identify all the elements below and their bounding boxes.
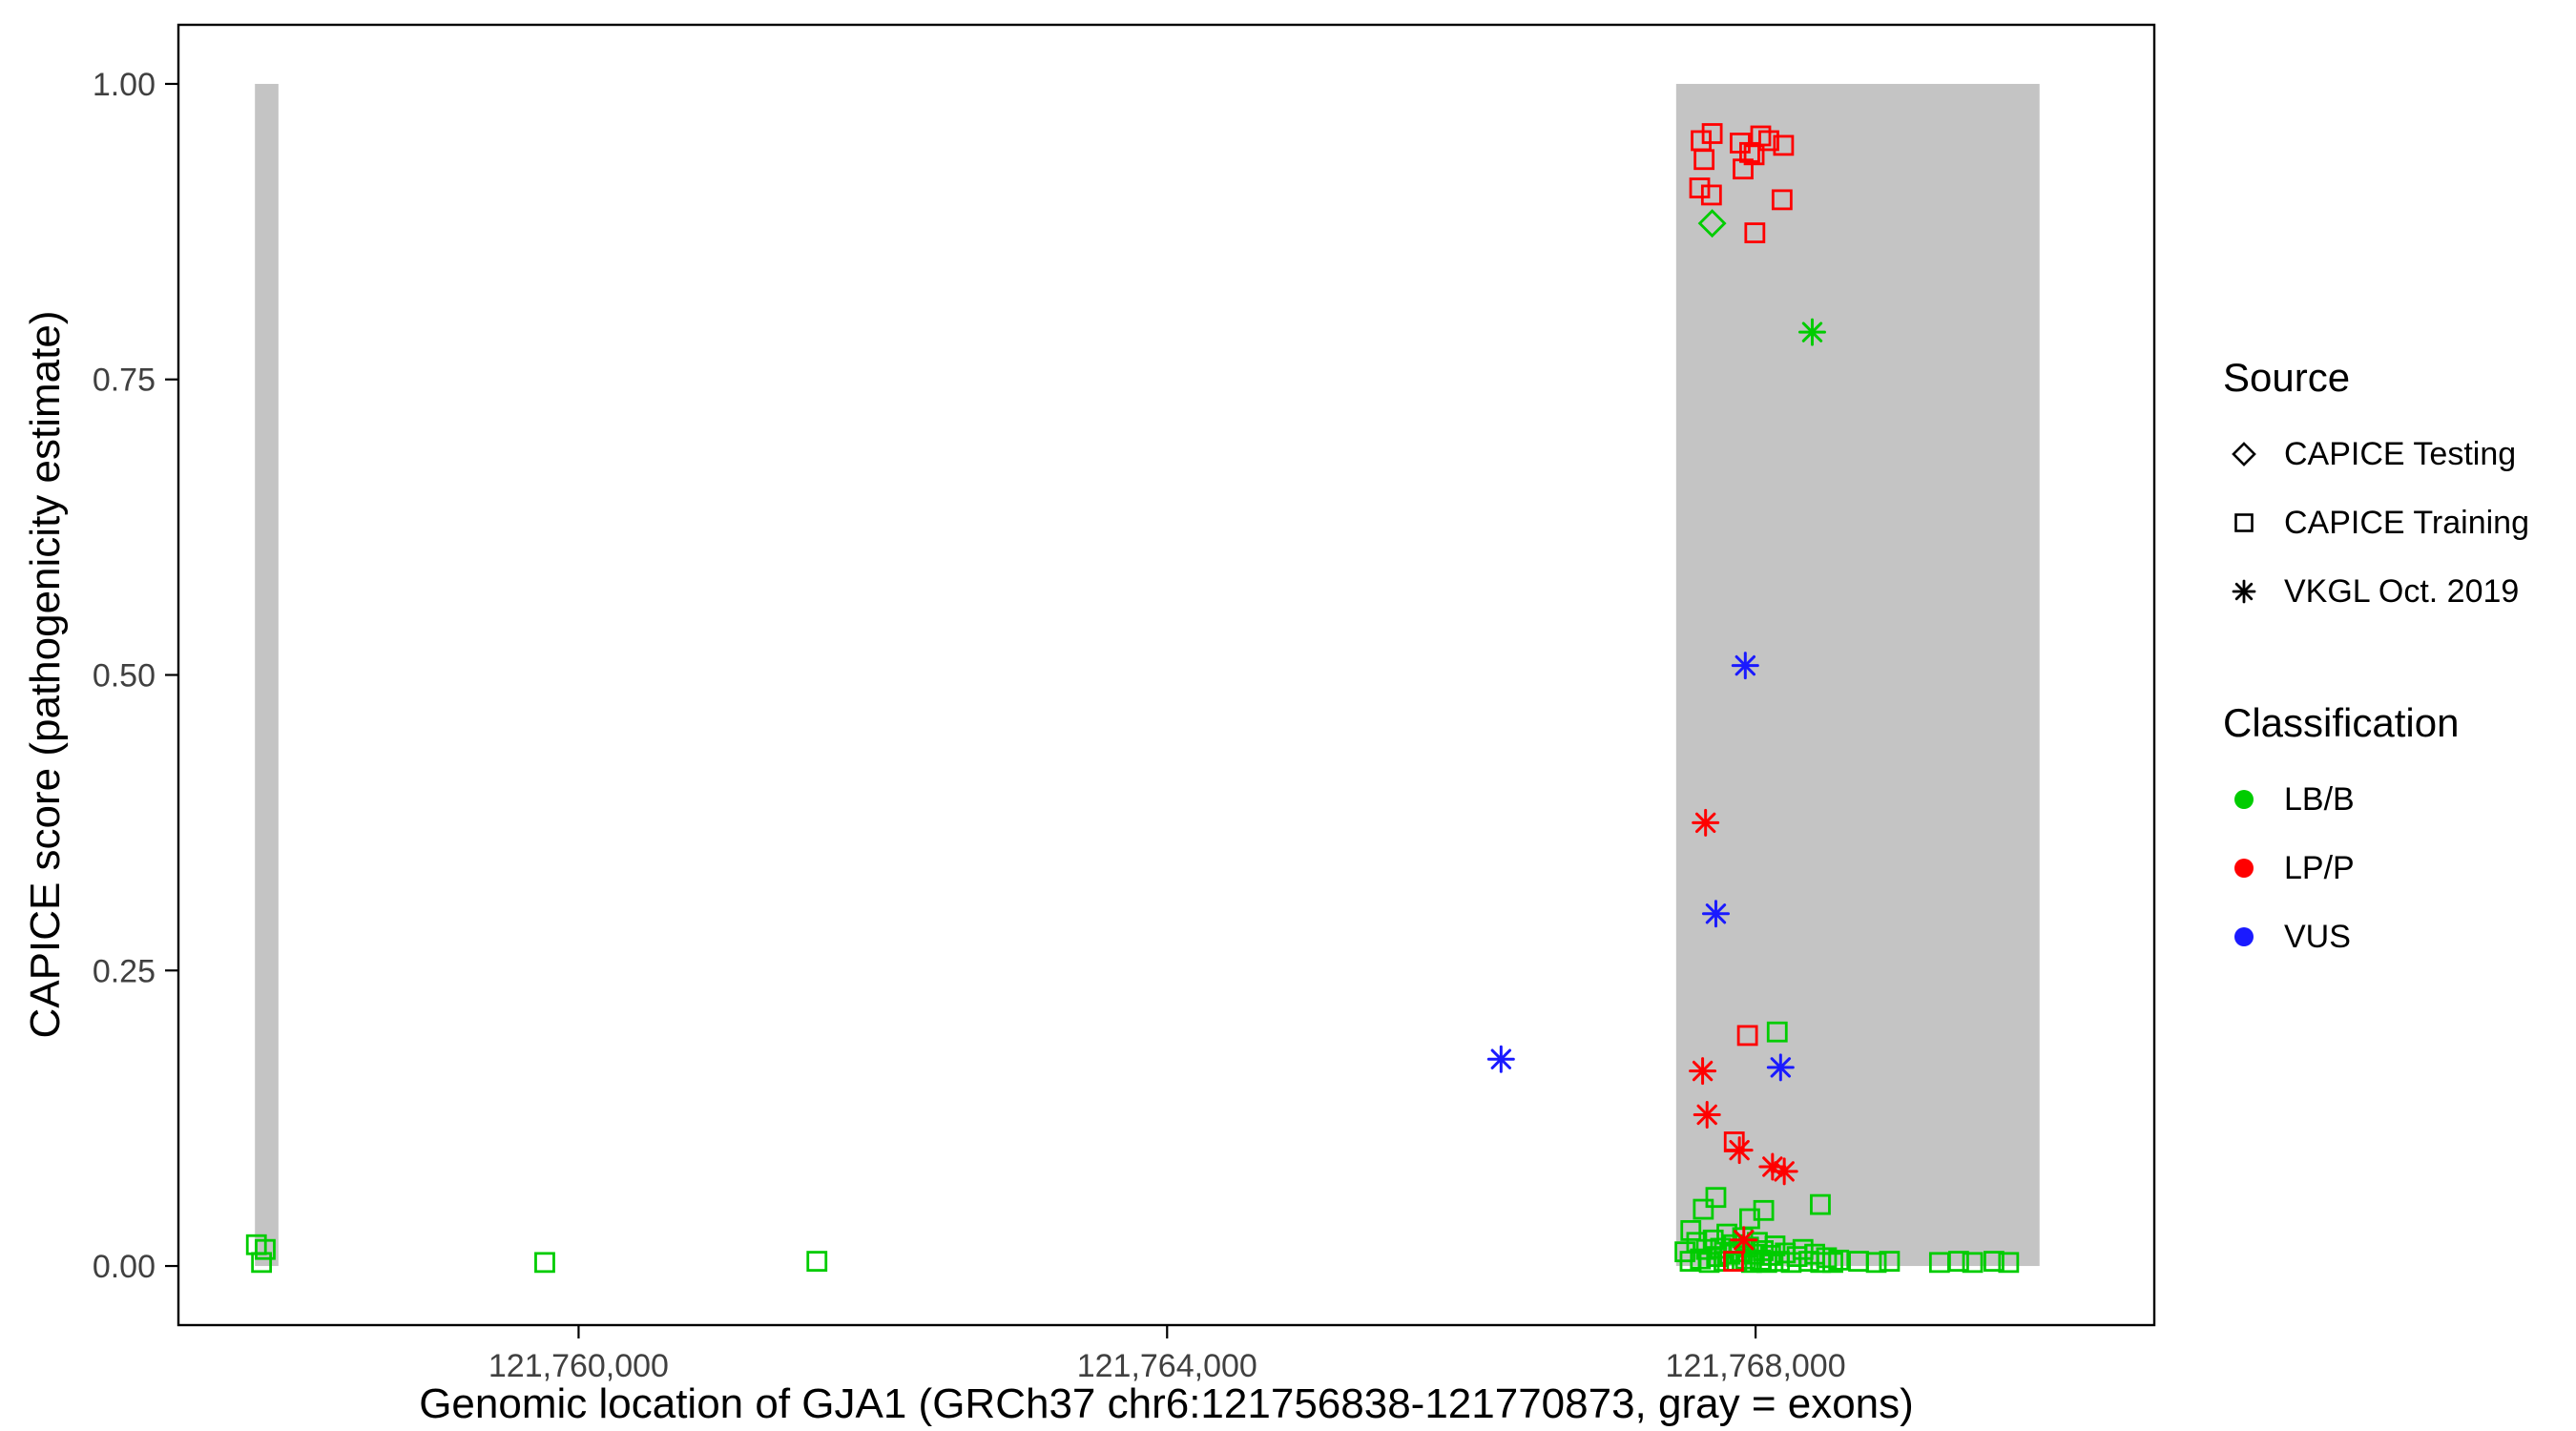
data-point-square [1773, 135, 1795, 156]
data-point-square [534, 1252, 555, 1274]
legend-item-label: CAPICE Training [2284, 504, 2529, 541]
x-tick-label: 121,760,000 [488, 1348, 669, 1384]
data-point-square [1693, 149, 1715, 171]
legend-item-label: VUS [2284, 918, 2351, 955]
data-point-square [1998, 1252, 2020, 1274]
data-point-square [1723, 1251, 1744, 1272]
data-point-square [1744, 222, 1766, 243]
legend-item: LP/P [2223, 834, 2529, 902]
legend-item: CAPICE Training [2223, 488, 2529, 557]
data-point-square [1705, 1187, 1727, 1209]
data-point-square [1792, 1238, 1814, 1260]
y-axis-title: CAPICE score (pathogenicity estimate) [22, 310, 69, 1039]
data-point-square [251, 1252, 273, 1274]
legend-group-source: Source CAPICE Testing CAPICE Training VKGL … [2223, 355, 2529, 626]
legend-item-label: CAPICE Testing [2284, 435, 2517, 472]
circle-filled-icon [2234, 927, 2254, 946]
legend-item-label: VKGL Oct. 2019 [2284, 572, 2520, 610]
exon-region [255, 83, 279, 1267]
x-tick-label: 121,764,000 [1077, 1348, 1257, 1384]
data-point-square [1766, 1021, 1788, 1043]
data-point-square [1733, 158, 1754, 180]
legend-item-label: LP/P [2284, 849, 2355, 886]
data-point-square [1816, 1247, 1838, 1269]
legend-item: VKGL Oct. 2019 [2223, 557, 2529, 626]
data-point-square [1736, 1025, 1758, 1047]
data-point-square [1822, 1252, 1843, 1274]
data-point-asterisk [1689, 1057, 1717, 1086]
y-tick-label: 0.25 [93, 953, 156, 989]
y-tick-label: 0.00 [93, 1249, 156, 1285]
data-point-asterisk [1701, 900, 1730, 928]
asterisk-icon [2232, 579, 2256, 604]
data-point-asterisk [1486, 1045, 1515, 1073]
data-point-square [1810, 1193, 1831, 1215]
circle-filled-icon [2234, 859, 2254, 878]
diamond-open-icon [2232, 442, 2256, 467]
data-point-square [1693, 1198, 1714, 1220]
legend-title-classification: Classification [2223, 700, 2460, 745]
data-point-square [255, 1238, 276, 1260]
data-point-square [1689, 177, 1711, 198]
x-axis-title: Genomic location of GJA1 (GRCh37 chr6:12… [419, 1380, 1914, 1427]
data-point-asterisk [1692, 808, 1720, 837]
data-point-square [1698, 1252, 1720, 1274]
data-point-square [1739, 141, 1760, 163]
legend-group-classification: Classification LB/B LP/P VUS [2223, 700, 2529, 971]
data-point-square [1753, 1240, 1775, 1261]
data-point-square [1680, 1219, 1702, 1241]
data-point-square [1828, 1249, 1850, 1271]
square-open-icon [2234, 513, 2254, 532]
data-point-square [806, 1251, 828, 1272]
data-point-asterisk [1770, 1157, 1798, 1186]
legend-item-label: LB/B [2284, 780, 2355, 818]
legend: Source CAPICE Testing CAPICE Training VKGL … [2223, 355, 2529, 971]
data-point-square [1753, 1199, 1775, 1221]
data-point-square [1962, 1252, 1984, 1274]
data-point-square [1984, 1251, 2005, 1272]
data-point-square [1743, 144, 1765, 166]
data-point-square [1701, 123, 1723, 144]
data-point-asterisk [1693, 1100, 1721, 1129]
y-tick-label: 0.50 [93, 658, 156, 695]
data-point-square [1700, 184, 1722, 206]
data-point-asterisk [1766, 1053, 1795, 1082]
legend-item: LB/B [2223, 765, 2529, 834]
data-point-asterisk [1797, 318, 1826, 346]
data-point-square [1771, 189, 1793, 211]
circle-filled-icon [2234, 790, 2254, 809]
data-point-square [1948, 1251, 1969, 1272]
data-point-square [1758, 130, 1779, 152]
data-point-diamond [1697, 209, 1727, 238]
data-point-asterisk [1725, 1136, 1754, 1165]
exon-region [1675, 83, 2040, 1267]
y-tick-label: 1.00 [93, 67, 156, 103]
x-tick-label: 121,768,000 [1666, 1348, 1846, 1384]
legend-item: CAPICE Testing [2223, 420, 2529, 488]
data-point-square [1865, 1252, 1887, 1274]
data-point-square [1879, 1251, 1901, 1272]
legend-title-source: Source [2223, 355, 2351, 400]
legend-item: VUS [2223, 902, 2529, 971]
y-tick-label: 0.75 [93, 363, 156, 399]
data-point-asterisk [1731, 652, 1759, 680]
data-point-asterisk [1730, 1226, 1758, 1255]
